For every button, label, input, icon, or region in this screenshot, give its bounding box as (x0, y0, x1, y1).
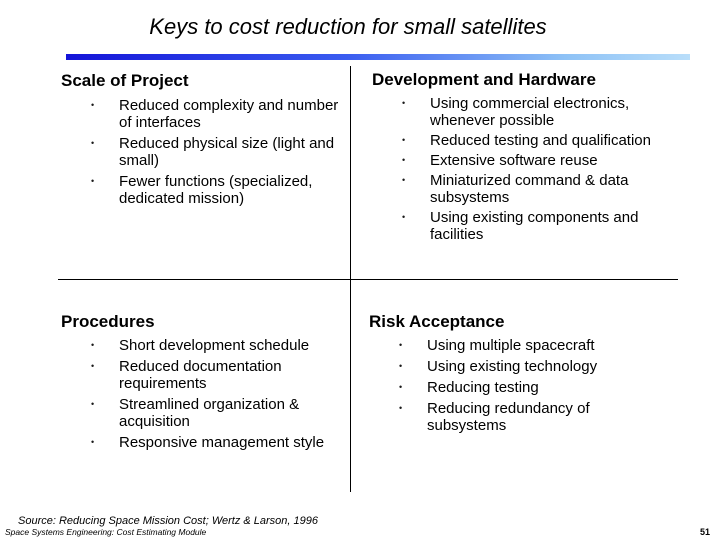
list-item-text: Using multiple spacecraft (427, 337, 595, 354)
list-item: • Reducing testing (399, 379, 669, 396)
list-item-text: Extensive software reuse (430, 152, 598, 169)
quadrant-heading: Procedures (61, 312, 155, 331)
slide-title: Keys to cost reduction for small satelli… (149, 14, 547, 39)
list-item-text: Reducing redundancy of subsystems (427, 400, 590, 434)
bullet-icon: • (91, 138, 95, 148)
quadrant-procedures: Procedures • Short development schedule •… (61, 312, 349, 451)
bullet-icon: • (91, 437, 95, 447)
quadrant-scale-of-project: Scale of Project • Reduced complexity and… (61, 71, 346, 207)
list-item: • Using commercial electronics, whenever … (402, 95, 682, 129)
list-item: • Extensive software reuse (402, 152, 682, 169)
list-item: • Miniaturized command & data subsystems (402, 172, 682, 206)
bullet-icon: • (402, 212, 406, 222)
bullet-icon: • (399, 382, 403, 392)
list-item-text: Responsive management style (119, 434, 325, 451)
list-item: • Short development schedule (91, 337, 349, 354)
quadrant-development-and-hardware: Development and Hardware • Using commerci… (372, 70, 682, 243)
list-item-text: Streamlined organization & acquisition (119, 396, 300, 430)
quadrant-heading: Risk Acceptance (369, 312, 505, 331)
list-item: • Reduced documentation requirements (91, 358, 349, 392)
bullet-icon: • (402, 135, 406, 145)
list-item-text: Using existing components and facilities (430, 209, 639, 243)
list-item: • Responsive management style (91, 434, 349, 451)
list-item-text: Miniaturized command & data subsystems (430, 172, 629, 206)
bullet-icon: • (91, 340, 95, 350)
bullet-list: • Using commercial electronics, whenever … (402, 95, 682, 243)
list-item: • Reduced complexity and number of interf… (91, 97, 346, 131)
bullet-list: • Using multiple spacecraft • Using existi… (399, 337, 669, 434)
title-underline-bar (66, 54, 690, 60)
list-item: • Reduced physical size (light and small) (91, 135, 346, 169)
horizontal-divider (58, 279, 678, 280)
list-item: • Streamlined organization & acquisition (91, 396, 349, 430)
bullet-icon: • (402, 155, 406, 165)
list-item: • Using multiple spacecraft (399, 337, 669, 354)
bullet-icon: • (91, 361, 95, 371)
quadrant-heading: Scale of Project (61, 71, 189, 90)
module-footer: Space Systems Engineering: Cost Estimati… (5, 527, 207, 537)
bullet-icon: • (399, 403, 403, 413)
bullet-list: • Short development schedule • Reduced doc… (91, 337, 349, 451)
list-item-text: Short development schedule (119, 337, 310, 354)
list-item: • Fewer functions (specialized, dedicated… (91, 173, 346, 207)
list-item-text: Reduced testing and qualification (430, 132, 651, 149)
page-number: 51 (699, 527, 710, 537)
bullet-icon: • (402, 175, 406, 185)
list-item-text: Reduced physical size (light and small) (119, 135, 335, 169)
list-item-text: Fewer functions (specialized, dedicated … (119, 173, 313, 207)
list-item-text: Reduced documentation requirements (119, 358, 282, 392)
bullet-icon: • (402, 98, 406, 108)
bullet-list: • Reduced complexity and number of interf… (91, 97, 346, 207)
list-item-text: Reducing testing (427, 379, 539, 396)
bullet-icon: • (91, 176, 95, 186)
bullet-icon: • (91, 399, 95, 409)
source-citation: Source: Reducing Space Mission Cost; Wer… (18, 515, 319, 527)
quadrant-risk-acceptance: Risk Acceptance • Using multiple spacecra… (369, 312, 669, 434)
list-item-text: Using existing technology (427, 358, 598, 375)
quadrant-heading: Development and Hardware (372, 70, 596, 89)
list-item: • Reducing redundancy of subsystems (399, 400, 669, 434)
bullet-icon: • (399, 361, 403, 371)
list-item-text: Using commercial electronics, whenever p… (430, 95, 630, 129)
bullet-icon: • (399, 340, 403, 350)
bullet-icon: • (91, 100, 95, 110)
list-item: • Reduced testing and qualification (402, 132, 682, 149)
list-item: • Using existing technology (399, 358, 669, 375)
list-item: • Using existing components and facilitie… (402, 209, 682, 243)
list-item-text: Reduced complexity and number of interfa… (119, 97, 339, 131)
